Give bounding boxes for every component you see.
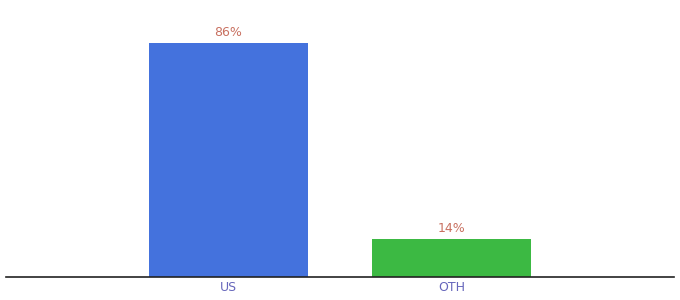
Text: 86%: 86% <box>215 26 243 39</box>
Bar <box>372 238 531 277</box>
Bar <box>149 44 308 277</box>
Text: 14%: 14% <box>438 222 465 235</box>
